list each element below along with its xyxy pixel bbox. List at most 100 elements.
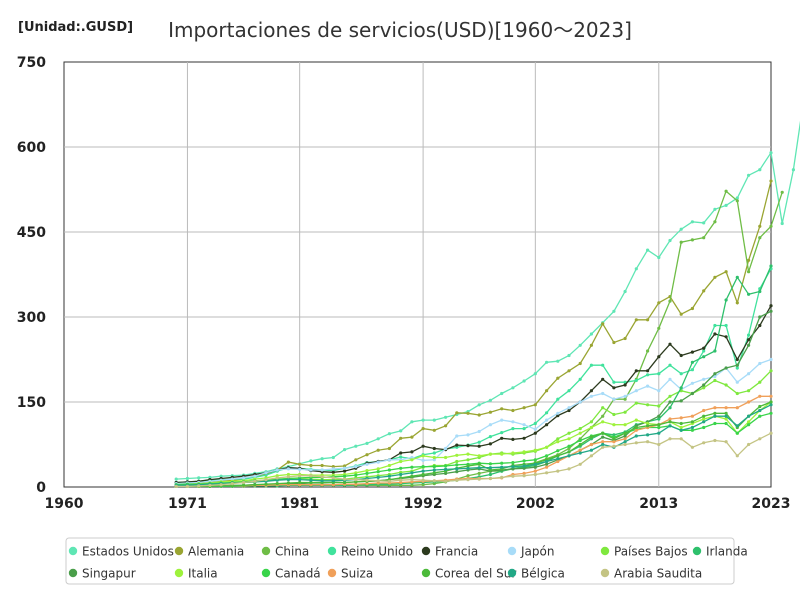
data-point: [286, 472, 290, 477]
data-point: [657, 414, 661, 418]
data-point: [657, 255, 661, 260]
data-point: [556, 459, 560, 464]
data-point: [444, 455, 448, 460]
data-point: [376, 479, 380, 483]
legend-item: Italia: [174, 567, 218, 581]
data-point: [634, 378, 638, 383]
data-point: [780, 190, 784, 194]
data-point: [702, 414, 706, 418]
x-tick-label: 2002: [516, 496, 555, 512]
legend-marker: [68, 546, 78, 556]
x-tick-label: 1981: [280, 496, 319, 512]
data-point: [713, 414, 717, 418]
data-point: [747, 389, 751, 393]
data-point: [466, 466, 470, 470]
data-point: [589, 343, 594, 347]
data-point: [713, 378, 717, 383]
data-point: [432, 451, 436, 455]
data-point: [275, 482, 279, 486]
data-point: [747, 423, 751, 427]
data-point: [657, 372, 661, 376]
data-point: [309, 483, 313, 487]
data-point: [589, 448, 594, 452]
data-point: [589, 394, 594, 398]
data-point: [432, 471, 436, 475]
data-point: [735, 391, 739, 396]
data-point: [769, 151, 773, 155]
legend-label: Alemania: [188, 545, 244, 559]
data-point: [444, 464, 448, 468]
data-point: [466, 474, 470, 478]
data-point: [702, 441, 706, 445]
data-point: [219, 474, 223, 478]
data-point: [343, 477, 347, 481]
data-point: [219, 483, 223, 487]
data-point: [735, 424, 739, 428]
data-point: [432, 479, 436, 483]
data-point: [365, 478, 369, 482]
data-point: [298, 474, 302, 478]
data-point: [634, 369, 638, 373]
data-point: [399, 470, 403, 474]
data-point: [343, 464, 347, 468]
data-point: [679, 312, 683, 316]
data-point: [286, 467, 290, 471]
legend-item: Reino Unido: [327, 545, 413, 559]
data-point: [668, 299, 672, 303]
data-point: [522, 466, 526, 470]
legend-marker: [261, 546, 271, 556]
legend-label: Estados Unidos: [82, 545, 174, 559]
data-point: [724, 366, 728, 370]
data-point: [612, 440, 616, 444]
data-point: [242, 483, 246, 487]
data-point: [567, 369, 571, 373]
data-point: [589, 425, 594, 430]
data-point: [545, 423, 549, 427]
data-point: [769, 357, 773, 362]
data-point: [567, 454, 571, 458]
data-point: [545, 454, 549, 458]
data-point: [533, 421, 537, 426]
data-point: [511, 386, 515, 390]
legend-label: Bélgica: [521, 567, 565, 581]
data-point: [735, 454, 739, 458]
data-point: [634, 425, 638, 430]
data-point: [612, 386, 616, 390]
data-point: [365, 482, 369, 486]
data-point: [264, 471, 268, 475]
data-point: [376, 460, 380, 464]
data-point: [320, 468, 324, 472]
data-point: [735, 406, 739, 410]
data-point: [668, 394, 672, 398]
data-point: [466, 433, 470, 437]
chart-title: Importaciones de servicios(USD)[1960～202…: [168, 18, 632, 42]
legend-label: Irlanda: [706, 545, 748, 559]
data-point: [477, 440, 481, 444]
data-point: [769, 309, 773, 313]
data-point: [724, 421, 728, 426]
data-point: [455, 411, 459, 415]
data-point: [601, 440, 605, 444]
legend-item: Francia: [421, 545, 478, 559]
series-line: [176, 395, 771, 488]
data-point: [769, 369, 773, 373]
data-point: [421, 472, 425, 477]
data-point: [646, 384, 650, 388]
data-point: [578, 451, 582, 455]
data-point: [578, 438, 582, 443]
data-point: [556, 440, 560, 444]
y-tick-label: 600: [17, 140, 46, 156]
data-point: [769, 411, 773, 415]
y-tick-label: 750: [17, 55, 46, 71]
legend-item: Irlanda: [692, 545, 748, 559]
data-point: [354, 465, 358, 469]
data-point: [646, 318, 650, 322]
data-point: [612, 397, 616, 401]
data-point: [634, 434, 638, 438]
data-point: [623, 440, 627, 444]
data-point: [275, 478, 279, 482]
data-point: [365, 453, 369, 457]
y-axis: 0 150 300 450 600 750: [17, 55, 46, 496]
data-point: [533, 462, 537, 466]
